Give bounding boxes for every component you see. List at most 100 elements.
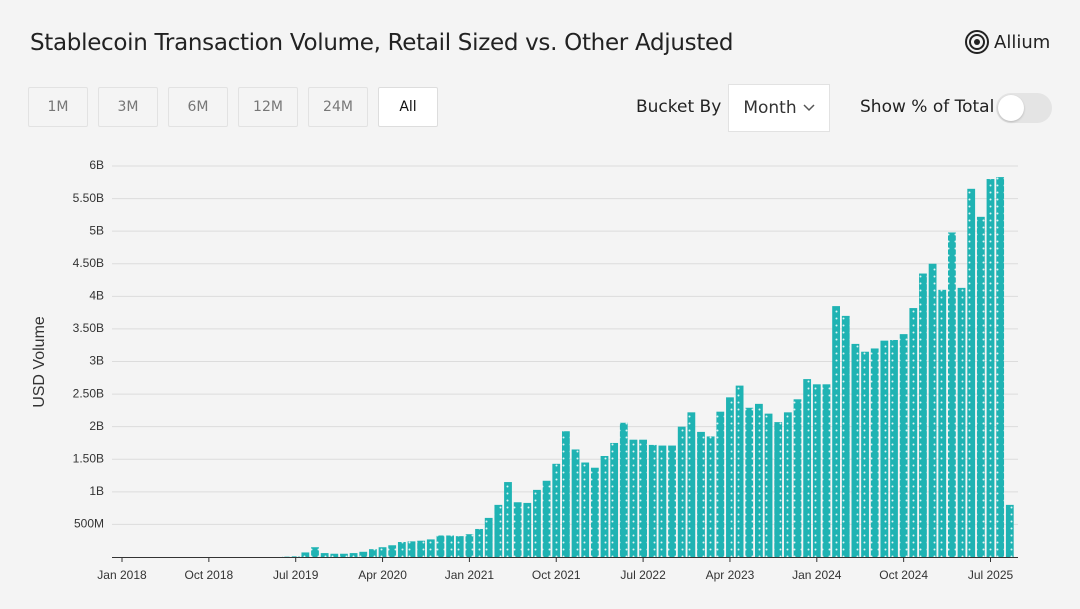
y-tick-label: 5B [89,223,104,237]
bar [880,340,889,557]
bar [426,539,435,557]
range-button[interactable]: 24M [308,87,368,127]
y-tick-label: 2B [89,419,104,433]
range-button[interactable]: 3M [98,87,158,127]
y-tick-label: 3B [89,354,104,368]
bar [822,384,831,557]
bucket-value: Month [743,98,797,118]
brand-logo [965,30,989,54]
x-tick-label: Apr 2023 [706,568,755,582]
bar [359,551,368,557]
percent-toggle[interactable] [996,93,1052,123]
bar [349,553,358,557]
bar [504,482,512,557]
y-tick-label: 3.50B [73,321,104,335]
bar [976,216,985,557]
range-button[interactable]: 6M [168,87,228,127]
bar [369,549,377,557]
bar [870,348,879,557]
bar [465,534,474,557]
bar [851,343,860,557]
bar [648,444,657,557]
brand[interactable]: Allium [964,29,1050,55]
y-axis-label: USD Volume [31,316,48,408]
bar [726,397,734,557]
bar [388,545,397,557]
bar [996,177,1005,557]
bar [590,467,599,557]
bar [793,399,802,557]
bar [774,422,783,557]
bar [832,306,840,557]
range-button[interactable]: All [378,87,438,127]
bar [378,547,387,557]
bar [735,385,744,557]
bar [320,553,329,557]
bar [764,413,773,557]
bar [494,504,503,557]
bar [909,308,918,557]
bar [639,439,647,557]
y-tick-label: 5.50B [73,191,104,205]
bar [311,547,319,557]
chart-title: Stablecoin Transaction Volume, Retail Si… [30,30,734,56]
y-tick-label: 1B [89,484,104,498]
bar [446,535,454,557]
bar [919,273,927,557]
bar [552,463,561,557]
bar [783,412,792,557]
bar [812,384,821,557]
y-tick-label: 2.50B [73,386,104,400]
bar [1005,504,1014,557]
x-tick-label: Jan 2024 [792,568,842,582]
bucket-dropdown[interactable]: Month [728,84,830,132]
y-tick-label: 500M [74,517,104,531]
bar [475,528,483,557]
range-button[interactable]: 1M [28,87,88,127]
bar [571,449,580,557]
range-button[interactable]: 12M [238,87,298,127]
x-tick-label: Apr 2020 [358,568,407,582]
x-tick-label: Jan 2021 [445,568,495,582]
bar [610,442,619,557]
chevron [803,104,815,112]
bar [899,334,908,557]
bar [407,541,416,557]
x-tick-label: Oct 2024 [879,568,928,582]
bar [658,445,667,557]
bar [455,536,464,557]
bar [677,426,686,557]
bar [687,412,696,557]
bar [967,188,976,557]
bar [716,411,725,557]
x-tick-label: Jan 2018 [97,568,147,582]
bar [706,436,715,557]
bar [841,315,850,557]
y-tick-label: 4.50B [73,256,104,270]
bar [986,179,995,558]
bar [581,462,590,557]
range-buttons: 1M 3M 6M 12M 24M All [28,87,438,127]
bar [861,351,869,557]
bar [668,445,676,557]
y-tick-label: 6B [89,158,104,172]
bar [600,455,609,557]
bar [533,489,541,557]
bar [562,431,570,557]
bar [957,287,966,557]
bar [542,480,551,557]
x-tick-label: Jul 2019 [273,568,319,582]
bar [629,439,638,557]
brand-name: Allium [994,31,1051,53]
bar [523,502,532,557]
bar [340,553,348,557]
bar [938,289,947,557]
bar [928,263,937,557]
bar [948,232,956,557]
bar [330,553,339,557]
bar [513,502,522,557]
x-tick-label: Oct 2021 [532,568,581,582]
y-tick-label: 1.50B [73,451,104,465]
